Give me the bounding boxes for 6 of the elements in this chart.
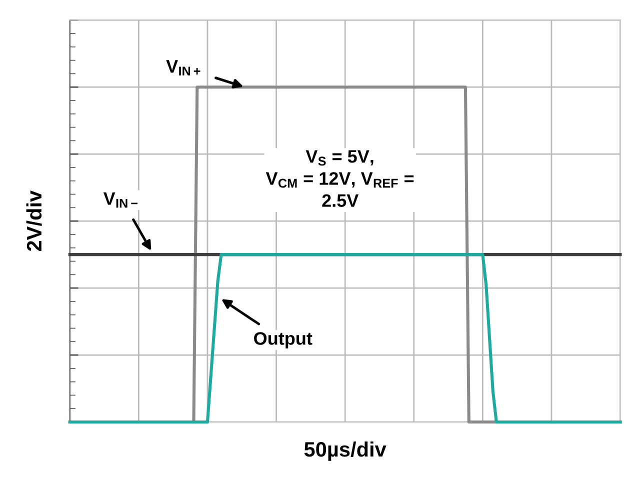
- annotation: V$_{IN−}$: [103, 192, 138, 208]
- text: V$_{IN+}$: [166, 60, 200, 76]
- text: V$_{S}$ = 5V, V$_{CM}$ = 12V, V$_{REF}$ = 2.5V: [266, 150, 414, 207]
- y-axis-title: 2V/div: [26, 190, 42, 252]
- annotation: Output: [254, 332, 312, 348]
- x-axis-title: 50µs/div: [304, 441, 386, 461]
